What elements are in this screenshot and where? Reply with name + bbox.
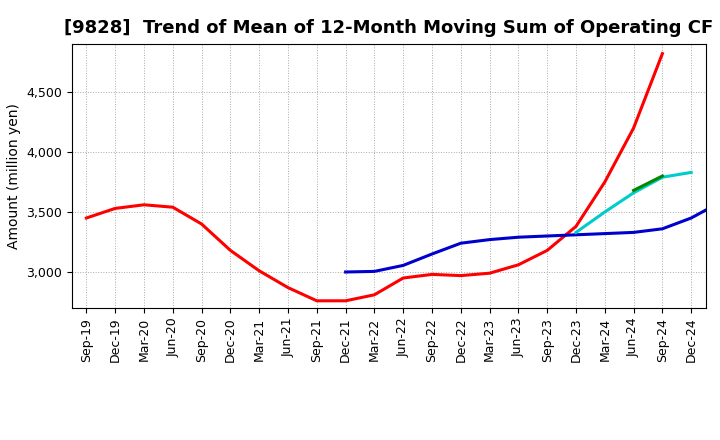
3 Years (82, 215, 91, 220)
3 Years (456, 273, 465, 278)
7 Years (658, 175, 667, 180)
5 Years (687, 215, 696, 220)
5 Years (543, 233, 552, 238)
10 Years (658, 173, 667, 179)
5 Years (629, 230, 638, 235)
5 Years (514, 235, 523, 240)
3 Years (428, 272, 436, 277)
7 Years (600, 209, 609, 215)
3 Years (514, 262, 523, 268)
3 Years (341, 298, 350, 304)
5 Years (399, 263, 408, 268)
3 Years (168, 205, 177, 210)
Line: 7 Years: 7 Years (576, 172, 691, 232)
Title: [9828]  Trend of Mean of 12-Month Moving Sum of Operating CF: [9828] Trend of Mean of 12-Month Moving … (64, 19, 714, 37)
3 Years (543, 248, 552, 253)
Y-axis label: Amount (million yen): Amount (million yen) (7, 103, 21, 249)
3 Years (197, 221, 206, 227)
10 Years (629, 188, 638, 193)
Line: 3 Years: 3 Years (86, 54, 662, 301)
3 Years (312, 298, 321, 304)
5 Years (658, 226, 667, 231)
3 Years (284, 285, 292, 290)
5 Years (716, 200, 720, 205)
3 Years (226, 248, 235, 253)
Line: 10 Years: 10 Years (634, 176, 662, 191)
5 Years (370, 269, 379, 274)
7 Years (687, 170, 696, 175)
3 Years (572, 224, 580, 229)
3 Years (140, 202, 148, 207)
5 Years (341, 269, 350, 275)
7 Years (629, 190, 638, 195)
5 Years (456, 241, 465, 246)
5 Years (485, 237, 494, 242)
3 Years (629, 125, 638, 131)
Line: 5 Years: 5 Years (346, 168, 720, 272)
5 Years (428, 251, 436, 257)
5 Years (572, 232, 580, 238)
3 Years (485, 271, 494, 276)
3 Years (399, 275, 408, 281)
3 Years (600, 180, 609, 185)
3 Years (255, 268, 264, 273)
3 Years (111, 206, 120, 211)
3 Years (658, 51, 667, 56)
3 Years (370, 292, 379, 297)
7 Years (572, 230, 580, 235)
5 Years (600, 231, 609, 236)
